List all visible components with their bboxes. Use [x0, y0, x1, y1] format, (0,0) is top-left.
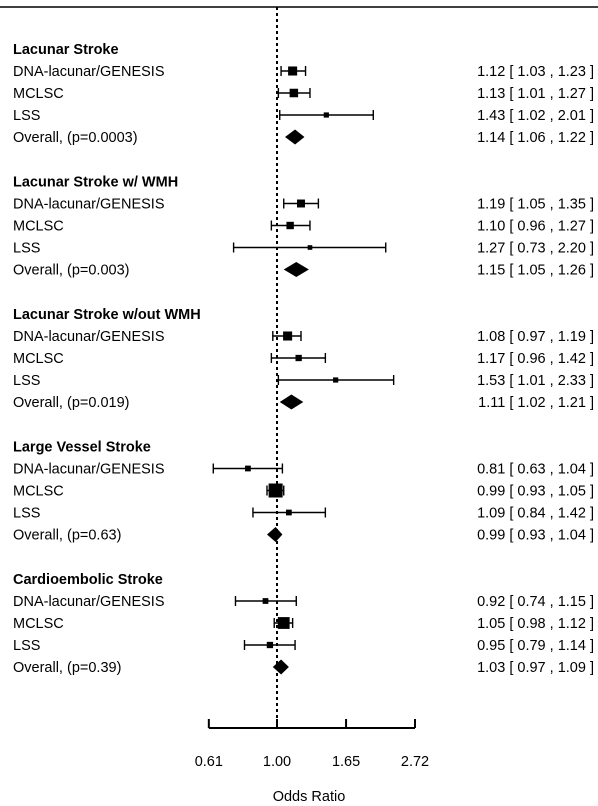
row-label: MCLSC	[13, 86, 64, 102]
row-label: MCLSC	[13, 351, 64, 367]
point-estimate-square	[297, 199, 305, 208]
overall-row: Overall, (p=0.019) 1.11 [ 1.02 , 1.21 ]	[13, 394, 594, 411]
row-label: DNA-lacunar/GENESIS	[13, 594, 165, 610]
summary-diamond	[279, 394, 304, 410]
row-label: DNA-lacunar/GENESIS	[13, 64, 165, 80]
group-title: Lacunar Stroke w/ WMH	[13, 175, 178, 191]
ci-text: 1.10 [ 0.96 , 1.27 ]	[477, 219, 594, 235]
row-label: DNA-lacunar/GENESIS	[13, 462, 165, 478]
point-estimate-square	[283, 331, 293, 341]
ci-text: 1.13 [ 1.01 , 1.27 ]	[477, 86, 594, 102]
point-estimate-square	[286, 509, 292, 516]
ci-text: 1.19 [ 1.05 , 1.35 ]	[477, 197, 594, 213]
ci-text: 1.08 [ 0.97 , 1.19 ]	[477, 329, 594, 345]
point-estimate-square	[323, 112, 329, 118]
ci-text: 1.11 [ 1.02 , 1.21 ]	[478, 395, 594, 411]
row-label: Overall, (p=0.39)	[13, 660, 121, 676]
point-estimate-square	[333, 377, 339, 383]
group-3: Large Vessel Stroke DNA-lacunar/GENESIS 0.…	[13, 440, 594, 544]
group-title: Lacunar Stroke w/out WMH	[13, 307, 201, 323]
row-label: Overall, (p=0.63)	[13, 528, 121, 544]
row-label: LSS	[13, 506, 40, 522]
group-1: Lacunar Stroke w/ WMH DNA-lacunar/GENESIS…	[13, 175, 594, 279]
study-row: MCLSC 1.13 [ 1.01 , 1.27 ]	[13, 86, 594, 102]
x-axis: 0.61 1.00 1.65 2.72	[195, 719, 429, 770]
ci-text: 1.03 [ 0.97 , 1.09 ]	[477, 660, 594, 676]
ci-text: 0.92 [ 0.74 , 1.15 ]	[477, 594, 594, 610]
study-row: MCLSC 1.17 [ 0.96 , 1.42 ]	[13, 351, 594, 367]
ci-text: 1.27 [ 0.73 , 2.20 ]	[477, 241, 594, 257]
row-label: Overall, (p=0.003)	[13, 263, 129, 279]
summary-diamond	[272, 659, 289, 675]
ci-text: 0.95 [ 0.79 , 1.14 ]	[477, 638, 594, 654]
ci-text: 1.12 [ 1.03 , 1.23 ]	[477, 64, 594, 80]
ci-text: 1.43 [ 1.02 , 2.01 ]	[477, 108, 594, 124]
ci-text: 0.99 [ 0.93 , 1.05 ]	[477, 484, 594, 500]
point-estimate-square	[295, 354, 302, 362]
forest-rows: Lacunar Stroke DNA-lacunar/GENESIS 1.12 [ …	[13, 42, 594, 676]
point-estimate-square	[277, 617, 290, 629]
study-row: DNA-lacunar/GENESIS 1.12 [ 1.03 , 1.23 ]	[13, 64, 594, 80]
study-row: MCLSC 1.10 [ 0.96 , 1.27 ]	[13, 219, 594, 235]
ci-text: 1.53 [ 1.01 , 2.33 ]	[477, 373, 594, 389]
point-estimate-square	[288, 66, 298, 76]
point-estimate-square	[266, 641, 274, 649]
study-row: LSS 0.95 [ 0.79 , 1.14 ]	[13, 638, 594, 654]
row-label: MCLSC	[13, 219, 64, 235]
group-title: Cardioembolic Stroke	[13, 572, 163, 588]
point-estimate-square	[286, 221, 294, 230]
study-row: DNA-lacunar/GENESIS 0.81 [ 0.63 , 1.04 ]	[13, 462, 594, 478]
group-title: Lacunar Stroke	[13, 42, 119, 58]
x-tick-label: 1.65	[332, 754, 360, 770]
x-tick-label: 1.00	[263, 754, 291, 770]
row-label: MCLSC	[13, 484, 64, 500]
row-label: LSS	[13, 373, 40, 389]
row-label: Overall, (p=0.0003)	[13, 130, 138, 146]
ci-text: 0.81 [ 0.63 , 1.04 ]	[477, 462, 594, 478]
study-row: LSS 1.27 [ 0.73 , 2.20 ]	[13, 241, 594, 257]
study-row: MCLSC 1.05 [ 0.98 , 1.12 ]	[13, 616, 594, 632]
summary-diamond	[283, 262, 309, 277]
overall-row: Overall, (p=0.39) 1.03 [ 0.97 , 1.09 ]	[13, 659, 594, 676]
row-label: DNA-lacunar/GENESIS	[13, 197, 165, 213]
group-2: Lacunar Stroke w/out WMH DNA-lacunar/GENE…	[13, 307, 594, 411]
study-row: DNA-lacunar/GENESIS 0.92 [ 0.74 , 1.15 ]	[13, 594, 594, 610]
group-title: Large Vessel Stroke	[13, 440, 151, 456]
summary-diamond	[266, 527, 283, 542]
row-label: LSS	[13, 638, 40, 654]
ci-text: 1.05 [ 0.98 , 1.12 ]	[477, 616, 594, 632]
study-row: LSS 1.43 [ 1.02 , 2.01 ]	[13, 108, 594, 124]
point-estimate-square	[268, 483, 283, 498]
overall-row: Overall, (p=0.63) 0.99 [ 0.93 , 1.04 ]	[13, 527, 594, 544]
study-row: MCLSC 0.99 [ 0.93 , 1.05 ]	[13, 483, 594, 500]
overall-row: Overall, (p=0.0003) 1.14 [ 1.06 , 1.22 ]	[13, 129, 594, 146]
study-row: LSS 1.09 [ 0.84 , 1.42 ]	[13, 506, 594, 522]
group-4: Cardioembolic Stroke DNA-lacunar/GENESIS 0…	[13, 572, 594, 676]
study-row: DNA-lacunar/GENESIS 1.19 [ 1.05 , 1.35 ]	[13, 197, 594, 213]
row-label: LSS	[13, 108, 40, 124]
row-label: DNA-lacunar/GENESIS	[13, 329, 165, 345]
ci-text: 1.17 [ 0.96 , 1.42 ]	[477, 351, 594, 367]
overall-row: Overall, (p=0.003) 1.15 [ 1.05 , 1.26 ]	[13, 262, 594, 279]
study-row: LSS 1.53 [ 1.01 , 2.33 ]	[13, 373, 594, 389]
row-label: LSS	[13, 241, 40, 257]
ci-text: 1.15 [ 1.05 , 1.26 ]	[477, 263, 594, 279]
x-axis-label: Odds Ratio	[273, 789, 346, 805]
ci-text: 1.09 [ 0.84 , 1.42 ]	[477, 506, 594, 522]
point-estimate-square	[245, 465, 251, 472]
point-estimate-square	[262, 598, 269, 604]
point-estimate-square	[307, 245, 313, 250]
study-row: DNA-lacunar/GENESIS 1.08 [ 0.97 , 1.19 ]	[13, 329, 594, 345]
ci-text: 0.99 [ 0.93 , 1.04 ]	[477, 528, 594, 544]
x-tick-label: 0.61	[195, 754, 223, 770]
row-label: Overall, (p=0.019)	[13, 395, 129, 411]
point-estimate-square	[289, 88, 299, 98]
summary-diamond	[285, 129, 305, 145]
group-0: Lacunar Stroke DNA-lacunar/GENESIS 1.12 [ …	[13, 42, 594, 146]
ci-text: 1.14 [ 1.06 , 1.22 ]	[477, 130, 594, 146]
x-tick-label: 2.72	[401, 754, 429, 770]
row-label: MCLSC	[13, 616, 64, 632]
